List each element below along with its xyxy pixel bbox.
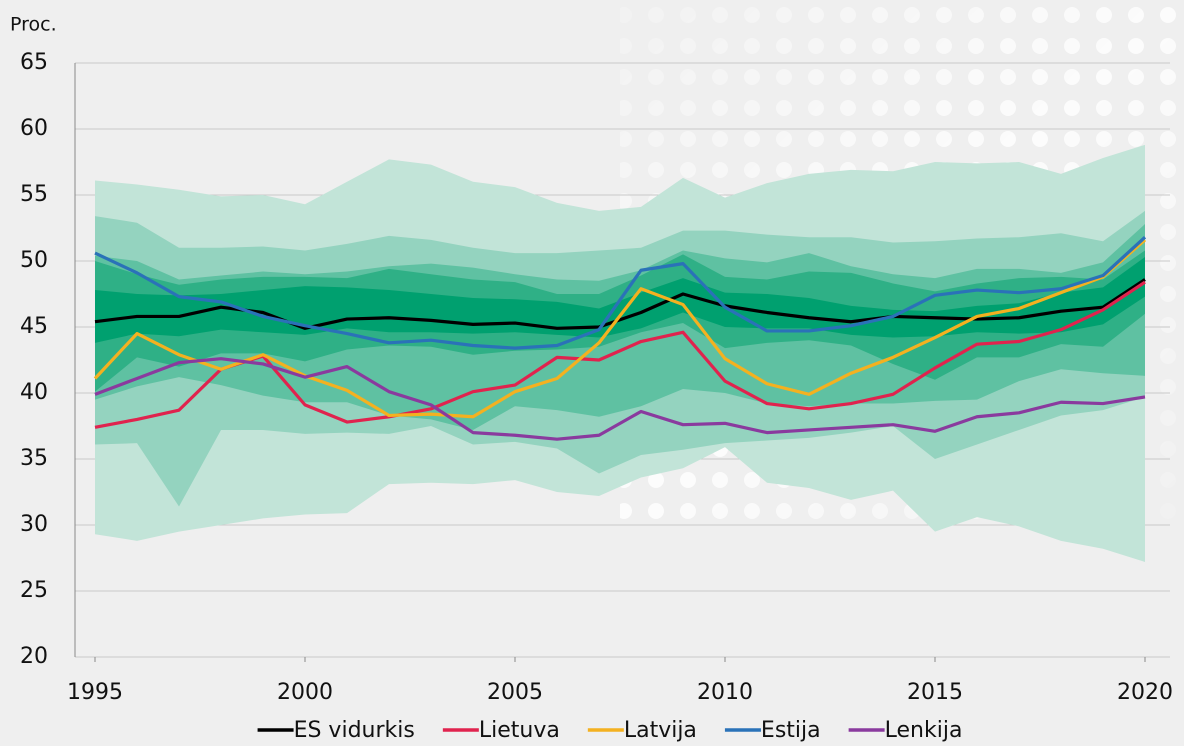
y-tick-label: 65 xyxy=(20,50,48,75)
y-tick-label: 20 xyxy=(20,644,48,669)
x-tick-label: 2015 xyxy=(907,680,963,705)
legend-label: Lietuva xyxy=(479,718,560,743)
y-tick-label: 40 xyxy=(20,380,48,405)
x-tick-label: 2020 xyxy=(1117,680,1173,705)
chart: Proc. 20 25 30 35 40 45 50 55 60 65 1995 2000 2005 20… xyxy=(0,0,1184,746)
x-tick-label: 2010 xyxy=(697,680,753,705)
legend-label: ES vidurkis xyxy=(294,718,415,743)
y-tick-label: 55 xyxy=(20,182,48,207)
y-tick-label: 50 xyxy=(20,248,48,273)
legend-label: Lenkija xyxy=(885,718,963,743)
y-tick-label: 25 xyxy=(20,578,48,603)
x-tick-label: 2005 xyxy=(487,680,543,705)
legend-label: Latvija xyxy=(624,718,697,743)
y-tick-label: 60 xyxy=(20,116,48,141)
y-tick-label: 35 xyxy=(20,446,48,471)
y-axis-title: Proc. xyxy=(10,14,57,36)
x-tick-label: 2000 xyxy=(277,680,333,705)
y-tick-label: 30 xyxy=(20,512,48,537)
y-tick-label: 45 xyxy=(20,314,48,339)
legend-label: Estija xyxy=(761,718,821,743)
x-tick-label: 1995 xyxy=(67,680,123,705)
